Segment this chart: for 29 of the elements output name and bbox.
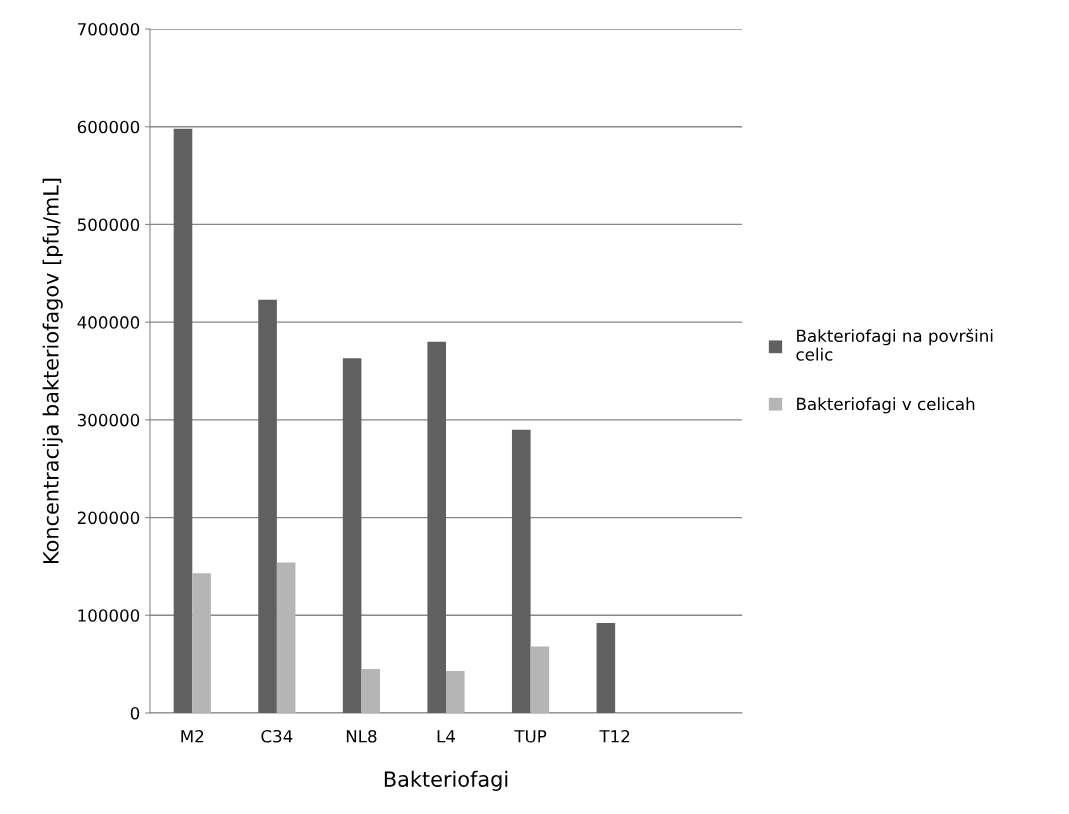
y-tick-label: 100000 [78,609,140,622]
y-tick-label: 0 [130,706,140,720]
x-tick-label: NL8 [346,729,377,743]
x-tick-label: TUP [514,730,547,743]
bar [192,573,211,713]
x-tick-label: T12 [599,729,630,743]
x-tick-label: C34 [261,729,293,743]
y-tick-label: 400000 [77,316,140,329]
bar [530,646,550,713]
bar [173,128,193,713]
legend-label: Bakteriofagi v celicah [797,397,975,414]
x-axis-title: Bakteriofagi [384,770,508,791]
x-tick-label: M2 [181,729,204,743]
bar [258,299,277,713]
y-tick-label: 300000 [77,413,140,427]
bar [276,562,296,713]
y-tick-label: 200000 [77,511,140,525]
y-tick-label: 600000 [77,120,140,134]
y-axis-title: Koncentracija bakteriofagov [pfu/mL] [42,178,63,563]
legend-label: Bakteriofagi na površini celic [796,328,993,361]
y-tick-label: 500000 [77,218,140,231]
y-tick-label: 700000 [78,22,140,36]
bar [427,341,446,713]
bar [446,670,465,713]
bar [342,358,362,713]
bar [511,429,531,713]
x-tick-label: L4 [437,730,456,743]
bar [596,623,616,713]
bar [361,669,381,713]
